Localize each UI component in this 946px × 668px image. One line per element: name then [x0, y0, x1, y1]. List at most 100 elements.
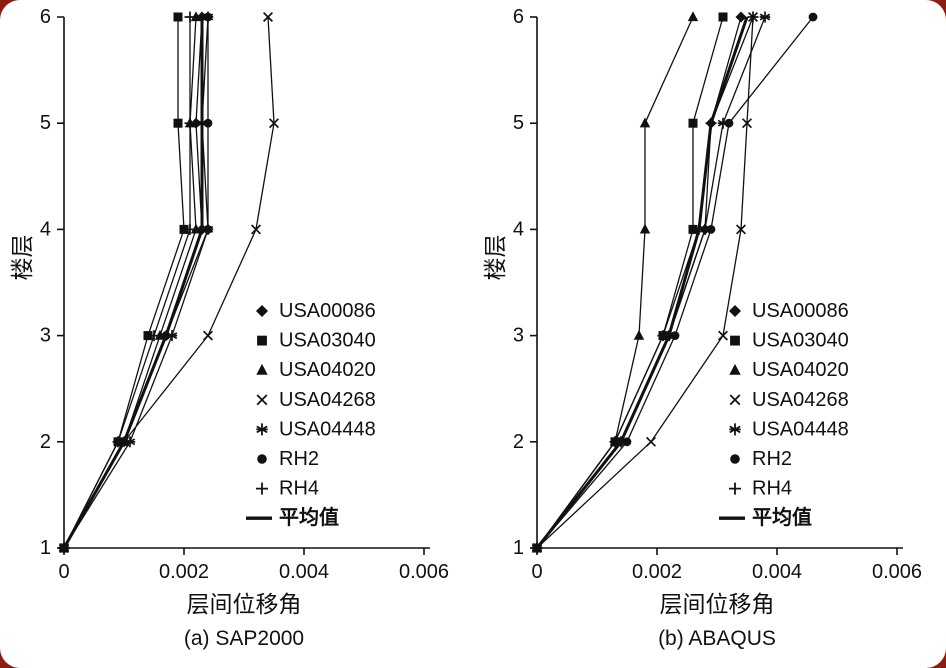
x-tick-label: 0.002	[632, 561, 682, 583]
marker-x-icon	[741, 118, 753, 129]
legend-label: USA00086	[752, 300, 849, 322]
marker-circle-icon	[203, 118, 213, 128]
marker-x-icon	[202, 330, 214, 341]
x-axis-title: 层间位移角	[660, 591, 775, 617]
marker-square-icon	[173, 12, 183, 22]
marker-circle-icon	[730, 454, 740, 464]
series-line-5	[536, 16, 814, 549]
marker-plus-icon	[747, 11, 759, 23]
y-tick-label: 5	[40, 112, 51, 134]
marker-plus-icon	[148, 330, 160, 342]
legend-label: USA04020	[752, 359, 849, 381]
marker-plus-icon	[657, 330, 669, 342]
marker-circle-icon	[724, 118, 734, 128]
series-line-5	[63, 17, 209, 549]
y-tick-label: 1	[40, 537, 51, 559]
marker-square-icon	[688, 118, 698, 128]
marker-square-icon	[173, 118, 183, 128]
legend-label: USA04448	[752, 418, 849, 440]
marker-square-icon	[257, 335, 267, 346]
marker-x-icon	[268, 118, 280, 129]
marker-circle-icon	[808, 12, 818, 22]
marker-x-icon	[729, 394, 741, 406]
marker-plus-icon	[58, 542, 70, 554]
x-tick-label: 0.004	[752, 561, 802, 583]
legend-item: RH2	[257, 448, 319, 470]
legend-item: USA00086	[256, 300, 376, 322]
marker-plus-icon	[729, 482, 741, 495]
series-line-3	[63, 16, 275, 549]
legend-item: RH4	[729, 478, 792, 500]
y-tick-label: 6	[40, 6, 51, 28]
chart-svg: 0 0.002 0.004 0.006 1 2 3 4 5 6 层间位移角 (b) ABAQUS 楼层 U…	[482, 6, 922, 650]
marker-x-icon	[717, 330, 729, 341]
marker-triangle-icon	[639, 223, 651, 234]
marker-plus-icon	[609, 436, 621, 448]
legend-item: USA04020	[729, 359, 849, 381]
y-tick-label: 4	[513, 218, 524, 240]
y-tick-label: 2	[513, 431, 524, 453]
legend-item: USA04268	[729, 389, 849, 411]
legend-item: USA00086	[729, 300, 849, 322]
series-line-7	[535, 16, 749, 549]
x-axis-title: 层间位移角	[187, 591, 302, 617]
legend-label: RH4	[752, 478, 792, 500]
x-tick-label: 0.006	[399, 561, 449, 583]
x-tick-label: 0.006	[872, 561, 922, 583]
marker-circle-icon	[622, 437, 632, 447]
y-tick-label: 3	[513, 325, 524, 347]
series-line-4	[536, 16, 766, 549]
legend-label: USA00086	[279, 300, 376, 322]
legend-item: 平均值	[719, 505, 812, 529]
legend-item: 平均值	[246, 505, 339, 529]
y-tick-label: 5	[513, 112, 524, 134]
legend-label: RH2	[279, 448, 319, 470]
x-tick-label: 0.004	[279, 561, 329, 583]
marker-x-icon	[250, 224, 262, 235]
chart-caption: (a) SAP2000	[184, 627, 304, 650]
y-tick-label: 3	[40, 325, 51, 347]
y-axis-title: 楼层	[482, 235, 508, 281]
legend-label: RH2	[752, 448, 792, 470]
legend-item: USA04448	[256, 418, 376, 440]
marker-triangle-icon	[190, 223, 202, 234]
marker-diamond-icon	[256, 305, 268, 317]
legend-item: USA04268	[256, 389, 376, 411]
marker-triangle-icon	[639, 117, 651, 128]
y-tick-label: 1	[513, 537, 524, 559]
y-axis-title: 楼层	[9, 235, 35, 281]
legend-item: USA04448	[729, 418, 849, 440]
y-tick-label: 4	[40, 218, 51, 240]
marker-plus-icon	[184, 117, 196, 129]
marker-x-icon	[262, 11, 274, 23]
chart-svg: 0 0.002 0.004 0.006 1 2 3 4 5 6 层间位移角 (a) SAP2000 楼层…	[9, 6, 449, 650]
marker-circle-icon	[203, 225, 213, 234]
marker-triangle-icon	[687, 11, 699, 22]
series-line-2	[63, 16, 197, 549]
y-tick-label: 6	[513, 6, 524, 28]
marker-square-icon	[688, 224, 698, 234]
legend-item: USA03040	[257, 330, 376, 352]
legend-label: USA04020	[279, 359, 376, 381]
marker-plus-icon	[531, 542, 543, 554]
y-tick-label: 2	[40, 431, 51, 453]
marker-star-icon	[124, 436, 136, 448]
marker-star-icon	[166, 330, 178, 342]
marker-x-icon	[645, 436, 657, 447]
axis-lines	[63, 17, 430, 549]
chart-caption: (b) ABAQUS	[658, 627, 776, 650]
marker-plus-icon	[256, 482, 268, 495]
marker-square-icon	[179, 224, 189, 234]
chart-panel-abaqus: 0 0.002 0.004 0.006 1 2 3 4 5 6 层间位移角 (b) ABAQUS 楼层 U…	[473, 0, 946, 668]
marker-square-icon	[730, 335, 740, 346]
series-line-3	[536, 16, 754, 549]
x-tick-label: 0	[531, 561, 542, 583]
marker-circle-icon	[203, 12, 213, 22]
marker-triangle-icon	[256, 363, 268, 375]
x-tick-label: 0	[58, 561, 69, 583]
marker-x-icon	[256, 394, 268, 406]
legend-label: 平均值	[752, 505, 812, 529]
legend-item: RH4	[256, 478, 319, 500]
series-line-1	[536, 16, 724, 549]
